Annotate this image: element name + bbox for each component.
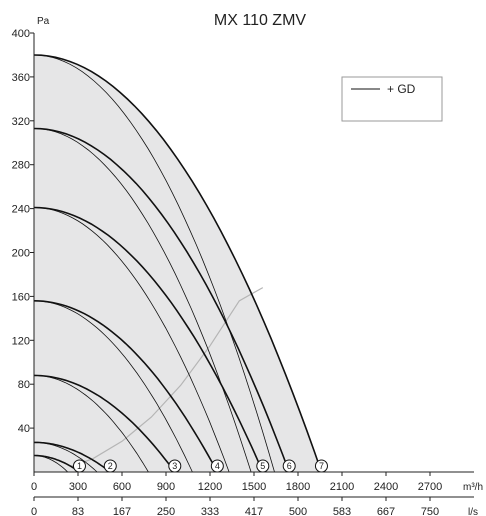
y-tick-label-400: 400: [12, 28, 30, 40]
x2-tick-label-0: 0: [31, 506, 37, 516]
y-tick-label-120: 120: [12, 335, 30, 347]
operating-region: [34, 55, 322, 472]
gd-curve-7: [33, 54, 275, 473]
y-tick-label-280: 280: [12, 160, 30, 172]
speed-curve-6: [33, 127, 290, 473]
x2-tick-label-3: 250: [157, 506, 175, 516]
x-tick-label-1800: 1800: [286, 481, 310, 493]
speed-curve-7: [33, 54, 323, 473]
system-curve: [70, 287, 264, 468]
x2-tick-label-7: 583: [333, 506, 351, 516]
gd-curve-4: [33, 300, 193, 473]
speed-marker-label-7: 7: [319, 461, 324, 471]
x2-tick-label-5: 417: [245, 506, 263, 516]
speed-marker-label-4: 4: [215, 461, 220, 471]
x-tick-label-0: 0: [31, 481, 37, 493]
y-tick-label-160: 160: [12, 291, 30, 303]
axes: 4080120160200240280320360400003008360016…: [12, 28, 474, 516]
speed-curve-4: [33, 300, 219, 473]
speed-marker-label-3: 3: [172, 461, 177, 471]
y-axis-unit-label: Pa: [37, 16, 50, 27]
y-tick-label-240: 240: [12, 204, 30, 216]
plot-area: 1 2 3 4 5 6 7: [33, 54, 328, 473]
x2-axis-unit-label: l/s: [468, 507, 478, 516]
y-tick-label-200: 200: [12, 248, 30, 260]
speed-marker-label-6: 6: [287, 461, 292, 471]
y-tick-label-80: 80: [18, 379, 30, 391]
x2-tick-label-4: 333: [201, 506, 219, 516]
legend-label: + GD: [387, 82, 416, 96]
y-tick-label-40: 40: [18, 423, 30, 435]
x2-tick-label-9: 750: [421, 506, 439, 516]
chart-title: MX 110 ZMV: [214, 12, 307, 29]
x-tick-label-2400: 2400: [374, 481, 398, 493]
x-tick-label-600: 600: [113, 481, 131, 493]
x2-tick-label-1: 83: [72, 506, 84, 516]
y-tick-label-320: 320: [12, 116, 30, 128]
y-tick-label-360: 360: [12, 72, 30, 84]
speed-curve-2: [34, 441, 111, 473]
speed-curve-1: [34, 454, 80, 473]
x-tick-label-900: 900: [157, 481, 175, 493]
legend-box: [341, 76, 443, 122]
x2-tick-label-2: 167: [113, 506, 131, 516]
x-tick-label-2100: 2100: [330, 481, 354, 493]
x-tick-label-1200: 1200: [198, 481, 222, 493]
gd-curve-3: [33, 375, 149, 473]
x-axis-unit-label: m³/h: [463, 482, 483, 493]
x2-tick-label-8: 667: [377, 506, 395, 516]
speed-marker-label-5: 5: [260, 461, 265, 471]
speed-marker-label-1: 1: [77, 461, 82, 471]
legend: + GD: [341, 76, 443, 122]
speed-marker-label-2: 2: [108, 461, 113, 471]
speed-curve-5: [33, 206, 264, 473]
x-tick-label-300: 300: [69, 481, 87, 493]
x2-tick-label-6: 500: [289, 506, 307, 516]
gd-curve-5: [33, 207, 230, 473]
gd-curve-6: [33, 128, 252, 473]
speed-curve-3: [33, 374, 176, 473]
x-tick-label-1500: 1500: [242, 481, 266, 493]
x-tick-label-2700: 2700: [418, 481, 442, 493]
